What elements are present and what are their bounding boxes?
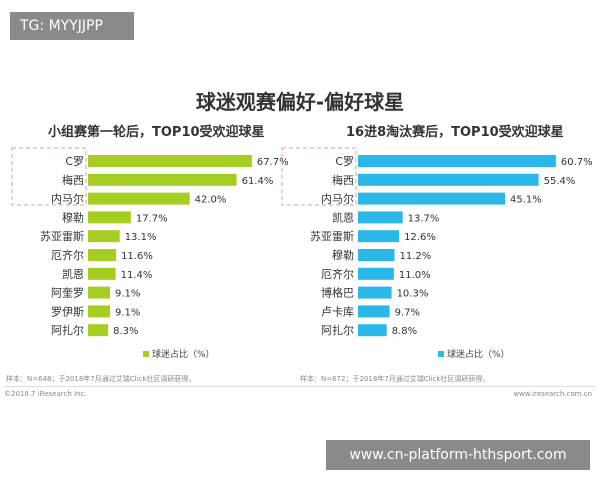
value-label: 61.4% bbox=[242, 176, 274, 187]
highlight-box bbox=[281, 147, 357, 206]
bar bbox=[88, 173, 237, 186]
bar bbox=[88, 267, 116, 280]
value-label: 11.6% bbox=[121, 251, 153, 262]
category-label: 凯恩 bbox=[332, 211, 354, 224]
value-label: 11.0% bbox=[399, 270, 431, 281]
category-label: 罗伊斯 bbox=[51, 305, 84, 318]
category-label: C罗 bbox=[335, 155, 354, 168]
bar bbox=[88, 155, 252, 167]
category-label: 穆勒 bbox=[62, 210, 84, 224]
category-label: C罗 bbox=[65, 155, 84, 168]
bar bbox=[358, 192, 506, 205]
value-label: 13.1% bbox=[125, 232, 157, 243]
category-label: 阿奎罗 bbox=[51, 286, 84, 300]
value-label: 45.1% bbox=[510, 195, 542, 206]
value-label: 12.6% bbox=[404, 232, 436, 243]
bar bbox=[88, 249, 117, 261]
right-chart-subtitle: 16进8淘汰赛后，TOP10受欢迎球星 bbox=[346, 125, 564, 140]
watermark-badge: TG: MYYJJPP bbox=[10, 12, 134, 40]
highlight-box bbox=[11, 147, 87, 206]
divider bbox=[4, 386, 596, 387]
value-label: 8.8% bbox=[392, 326, 417, 337]
bar bbox=[88, 230, 120, 243]
legend-swatch bbox=[143, 351, 149, 357]
category-label: 博格巴 bbox=[321, 286, 354, 300]
left-chart-subtitle: 小组赛第一轮后，TOP10受欢迎球星 bbox=[48, 125, 265, 140]
bar bbox=[358, 173, 539, 186]
value-label: 10.3% bbox=[397, 289, 429, 300]
bar bbox=[358, 230, 400, 243]
site-banner[interactable]: www.cn-platform-hthsport.com bbox=[326, 440, 590, 470]
value-label: 11.4% bbox=[121, 270, 153, 281]
category-label: 阿扎尔 bbox=[321, 323, 354, 337]
category-label: 厄齐尔 bbox=[321, 267, 354, 281]
website: www.iresearch.com.cn bbox=[513, 390, 592, 398]
category-label: 穆勒 bbox=[332, 248, 354, 262]
bar bbox=[358, 249, 395, 261]
value-label: 17.7% bbox=[136, 213, 168, 224]
value-label: 42.0% bbox=[195, 195, 227, 206]
bar bbox=[88, 192, 190, 205]
value-label: 9.1% bbox=[115, 307, 140, 318]
value-label: 67.7% bbox=[257, 157, 289, 168]
bar bbox=[88, 286, 111, 299]
bar bbox=[358, 211, 403, 224]
bar bbox=[358, 155, 556, 167]
legend-swatch bbox=[438, 351, 444, 357]
category-label: 内马尔 bbox=[321, 192, 354, 206]
value-label: 60.7% bbox=[561, 157, 593, 168]
category-label: 苏亚雷斯 bbox=[310, 230, 354, 243]
value-label: 8.3% bbox=[113, 326, 138, 337]
bar bbox=[88, 324, 109, 337]
category-label: 梅西 bbox=[62, 173, 84, 187]
category-label: 阿扎尔 bbox=[51, 323, 84, 337]
legend-label: 球迷占比（%） bbox=[447, 348, 510, 360]
bar bbox=[88, 211, 131, 224]
category-label: 卢卡库 bbox=[321, 305, 354, 318]
value-label: 55.4% bbox=[544, 176, 576, 187]
copyright: ©2018.7 iResearch Inc. bbox=[4, 390, 87, 398]
value-label: 9.1% bbox=[115, 289, 140, 300]
category-label: 厄齐尔 bbox=[51, 248, 84, 262]
category-label: 梅西 bbox=[332, 173, 354, 187]
value-label: 11.2% bbox=[400, 251, 432, 262]
bar bbox=[358, 305, 390, 318]
value-label: 9.7% bbox=[395, 307, 420, 318]
value-label: 13.7% bbox=[408, 213, 440, 224]
bar bbox=[358, 267, 394, 280]
bar bbox=[358, 324, 387, 337]
bar bbox=[88, 305, 111, 318]
category-label: 凯恩 bbox=[62, 268, 84, 281]
bar bbox=[358, 286, 392, 299]
chart-title: 球迷观赛偏好-偏好球星 bbox=[195, 90, 405, 114]
legend-label: 球迷占比（%） bbox=[152, 348, 215, 360]
right-note: 样本：N=672；于2018年7月通过艾瑞Click社区调研获得。 bbox=[300, 375, 490, 383]
category-label: 苏亚雷斯 bbox=[40, 230, 84, 243]
left-note: 样本：N=648；于2018年7月通过艾瑞Click社区调研获得。 bbox=[6, 375, 196, 383]
category-label: 内马尔 bbox=[51, 192, 84, 206]
